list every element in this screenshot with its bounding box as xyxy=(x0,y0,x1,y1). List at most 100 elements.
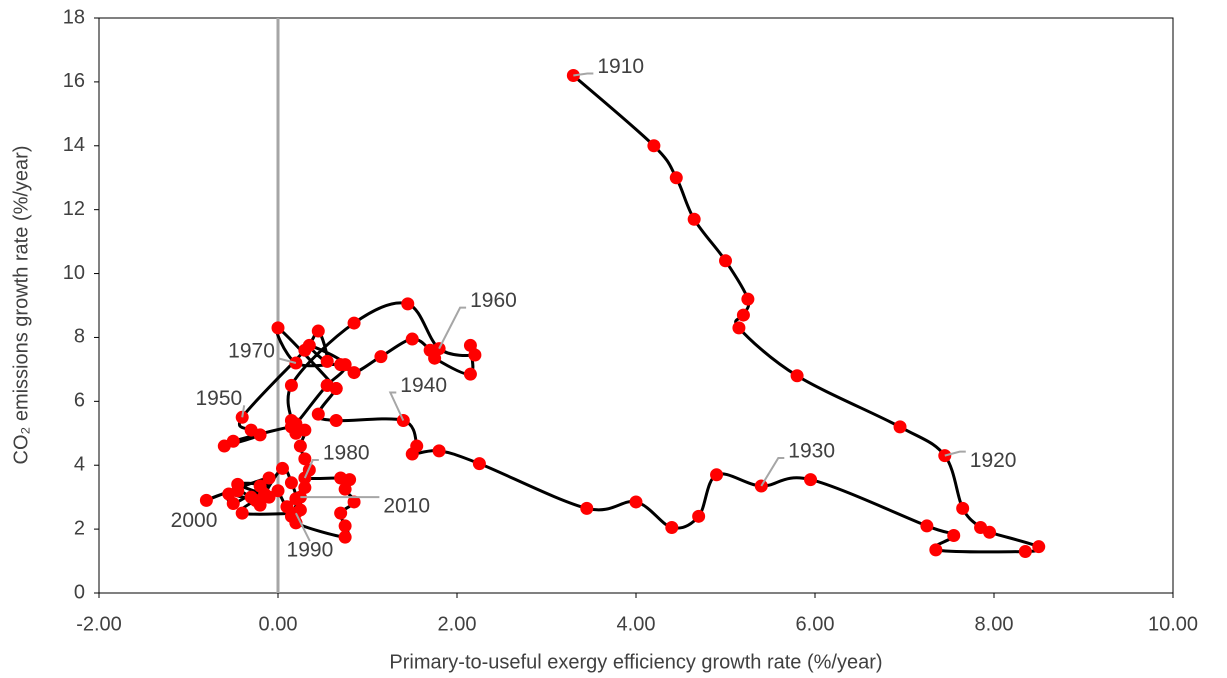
data-point xyxy=(432,444,446,458)
annotation-label: 1990 xyxy=(287,539,334,562)
data-point xyxy=(929,543,943,557)
annotation-label: 1960 xyxy=(470,289,517,312)
data-point xyxy=(320,354,334,368)
data-point xyxy=(226,434,240,448)
annotation-label: 1940 xyxy=(400,374,447,397)
data-point xyxy=(199,493,213,507)
leader-line xyxy=(573,72,594,77)
y-tick-label: 8 xyxy=(74,326,85,348)
data-point xyxy=(401,297,415,311)
data-point xyxy=(580,501,594,515)
annotation-label: 1910 xyxy=(597,55,644,78)
data-point xyxy=(320,378,334,392)
data-point xyxy=(262,471,276,485)
data-point xyxy=(338,530,352,544)
annotation-label: 2000 xyxy=(171,509,218,532)
y-axis-title: CO₂ emissions growth rate (%/year) xyxy=(10,146,32,465)
data-point xyxy=(284,378,298,392)
leader-line xyxy=(944,450,966,457)
data-point xyxy=(736,308,750,322)
data-point xyxy=(1032,540,1046,554)
data-point xyxy=(284,476,298,490)
data-point xyxy=(410,439,424,453)
annotation-label: 1920 xyxy=(970,449,1017,472)
data-point xyxy=(338,519,352,533)
data-point xyxy=(947,529,961,542)
data-point xyxy=(244,490,258,504)
x-tick-label: 10.00 xyxy=(1148,613,1198,635)
x-axis-title: Primary-to-useful exergy efficiency grow… xyxy=(389,651,882,673)
y-tick-label: 14 xyxy=(63,134,85,156)
data-point xyxy=(472,457,486,471)
x-tick-label: 4.00 xyxy=(617,613,656,635)
data-point xyxy=(258,487,272,501)
data-point xyxy=(298,452,312,466)
data-point xyxy=(687,212,701,226)
y-tick-label: 0 xyxy=(74,581,85,603)
x-tick-label: -2.00 xyxy=(76,613,122,635)
data-point xyxy=(235,506,249,520)
x-tick-label: 0.00 xyxy=(259,613,298,635)
data-point xyxy=(298,423,312,437)
y-tick-label: 10 xyxy=(63,262,85,284)
data-point xyxy=(405,332,419,346)
data-point xyxy=(311,407,325,421)
data-point xyxy=(271,321,285,335)
x-tick-label: 6.00 xyxy=(796,613,835,635)
y-tick-label: 2 xyxy=(74,517,85,539)
data-point xyxy=(647,139,661,153)
data-point xyxy=(338,482,352,496)
leader-line xyxy=(438,306,467,350)
data-point xyxy=(983,525,997,539)
leader-line xyxy=(241,405,246,418)
data-point xyxy=(231,484,245,498)
annotation-label: 1930 xyxy=(788,440,835,463)
data-point xyxy=(423,343,437,357)
data-point xyxy=(719,254,732,268)
y-tick-label: 18 xyxy=(63,6,85,28)
data-point xyxy=(463,367,477,381)
data-point xyxy=(271,484,285,498)
leader-line xyxy=(388,391,405,421)
x-tick-label: 2.00 xyxy=(438,613,477,635)
annotation-label: 1980 xyxy=(323,442,370,465)
annotation-label: 1950 xyxy=(195,387,242,410)
data-point xyxy=(275,461,289,475)
data-point xyxy=(298,343,312,357)
y-tick-label: 12 xyxy=(63,198,85,220)
leader-line xyxy=(303,459,319,479)
data-point xyxy=(329,414,343,427)
leader-line xyxy=(760,456,785,487)
data-point xyxy=(311,324,325,338)
data-point xyxy=(629,495,643,509)
y-tick-label: 4 xyxy=(74,454,85,476)
data-point xyxy=(956,501,970,515)
data-point xyxy=(920,519,934,533)
data-point xyxy=(710,468,724,482)
data-point xyxy=(334,506,348,520)
data-point xyxy=(293,439,307,453)
leader-line xyxy=(295,512,311,542)
data-point xyxy=(347,495,361,509)
trajectory-line xyxy=(204,74,1044,554)
data-point xyxy=(1018,544,1032,558)
data-point xyxy=(347,316,361,330)
annotation-label: 1970 xyxy=(228,340,275,363)
data-point xyxy=(790,369,804,383)
data-point xyxy=(893,420,907,434)
data-point xyxy=(741,292,755,306)
data-point xyxy=(334,358,348,372)
annotation-label: 2010 xyxy=(383,495,430,518)
data-point xyxy=(665,521,679,535)
data-point xyxy=(374,350,388,364)
data-point xyxy=(253,428,267,442)
data-point xyxy=(732,321,746,335)
data-point xyxy=(669,171,683,185)
data-point xyxy=(253,498,267,512)
data-point xyxy=(463,338,477,352)
x-tick-label: 8.00 xyxy=(975,613,1014,635)
data-point xyxy=(284,414,298,427)
y-tick-label: 6 xyxy=(74,390,85,412)
y-tick-label: 16 xyxy=(63,70,85,92)
